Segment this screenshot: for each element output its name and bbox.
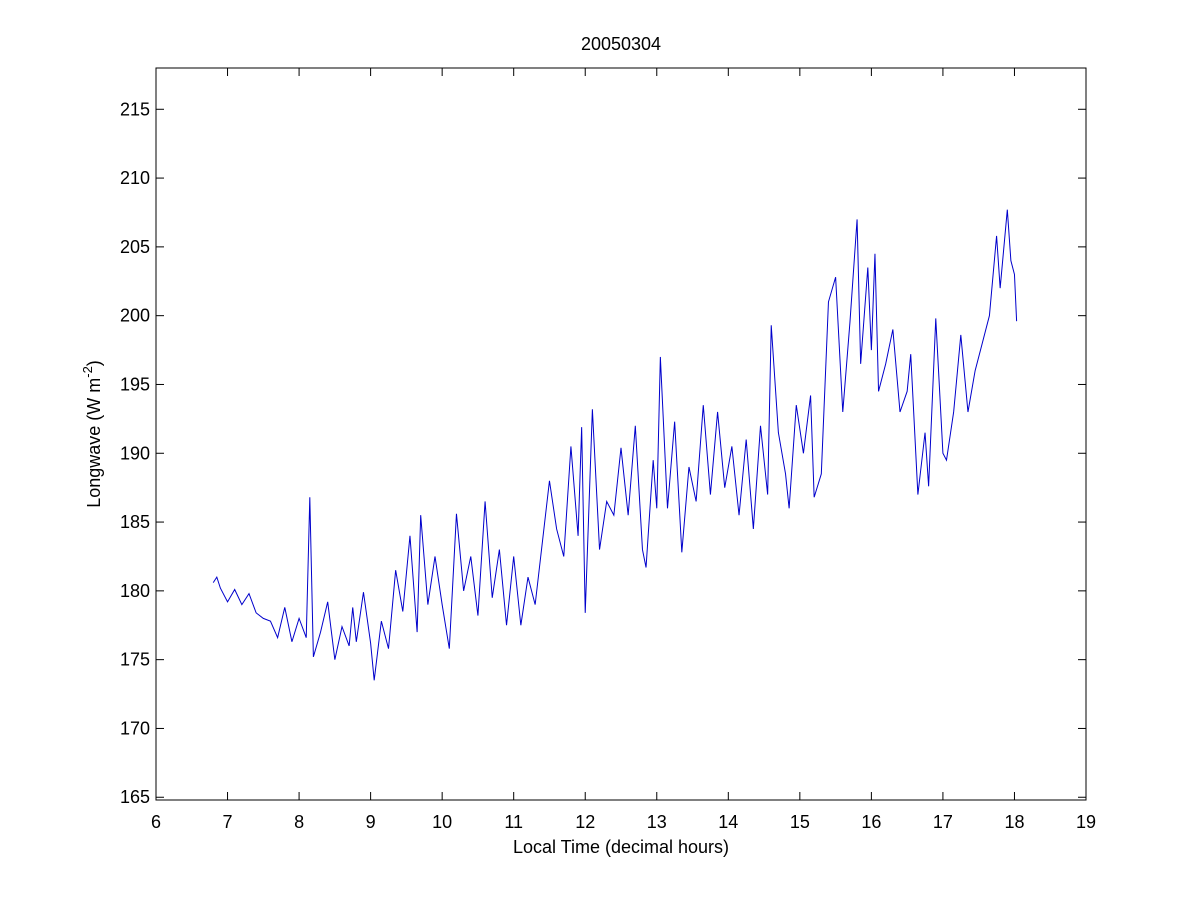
y-tick-label: 200	[120, 306, 150, 326]
x-tick-label: 13	[647, 812, 667, 832]
x-tick-label: 12	[575, 812, 595, 832]
y-tick-label: 190	[120, 443, 150, 463]
y-tick-label: 210	[120, 168, 150, 188]
y-tick-label: 175	[120, 650, 150, 670]
x-tick-label: 7	[223, 812, 233, 832]
x-tick-label: 6	[151, 812, 161, 832]
y-label-end: )	[84, 360, 104, 366]
y-axis-label: Longwave (W m-2)	[80, 360, 104, 508]
y-label-text: Longwave (W m	[84, 378, 104, 508]
x-tick-label: 16	[861, 812, 881, 832]
x-tick-label: 10	[432, 812, 452, 832]
y-tick-label: 180	[120, 581, 150, 601]
y-tick-label: 170	[120, 718, 150, 738]
x-tick-label: 11	[504, 812, 523, 832]
y-label-sup: -2	[80, 366, 95, 378]
x-tick-label: 8	[294, 812, 304, 832]
plot-frame	[155, 67, 1087, 801]
chart-title: 20050304	[581, 34, 661, 54]
y-tick-label: 185	[120, 512, 150, 532]
y-tick-label: 205	[120, 237, 150, 257]
x-tick-label: 15	[790, 812, 810, 832]
y-tick-label: 195	[120, 374, 150, 394]
x-axis-label: Local Time (decimal hours)	[513, 837, 729, 857]
x-tick-label: 19	[1076, 812, 1096, 832]
y-tick-label: 215	[120, 99, 150, 119]
x-tick-label: 17	[933, 812, 953, 832]
y-tick-label: 165	[120, 787, 150, 807]
data-line	[212, 209, 1018, 681]
x-tick-label: 18	[1004, 812, 1024, 832]
x-tick-label: 9	[366, 812, 376, 832]
x-tick-label: 14	[718, 812, 738, 832]
